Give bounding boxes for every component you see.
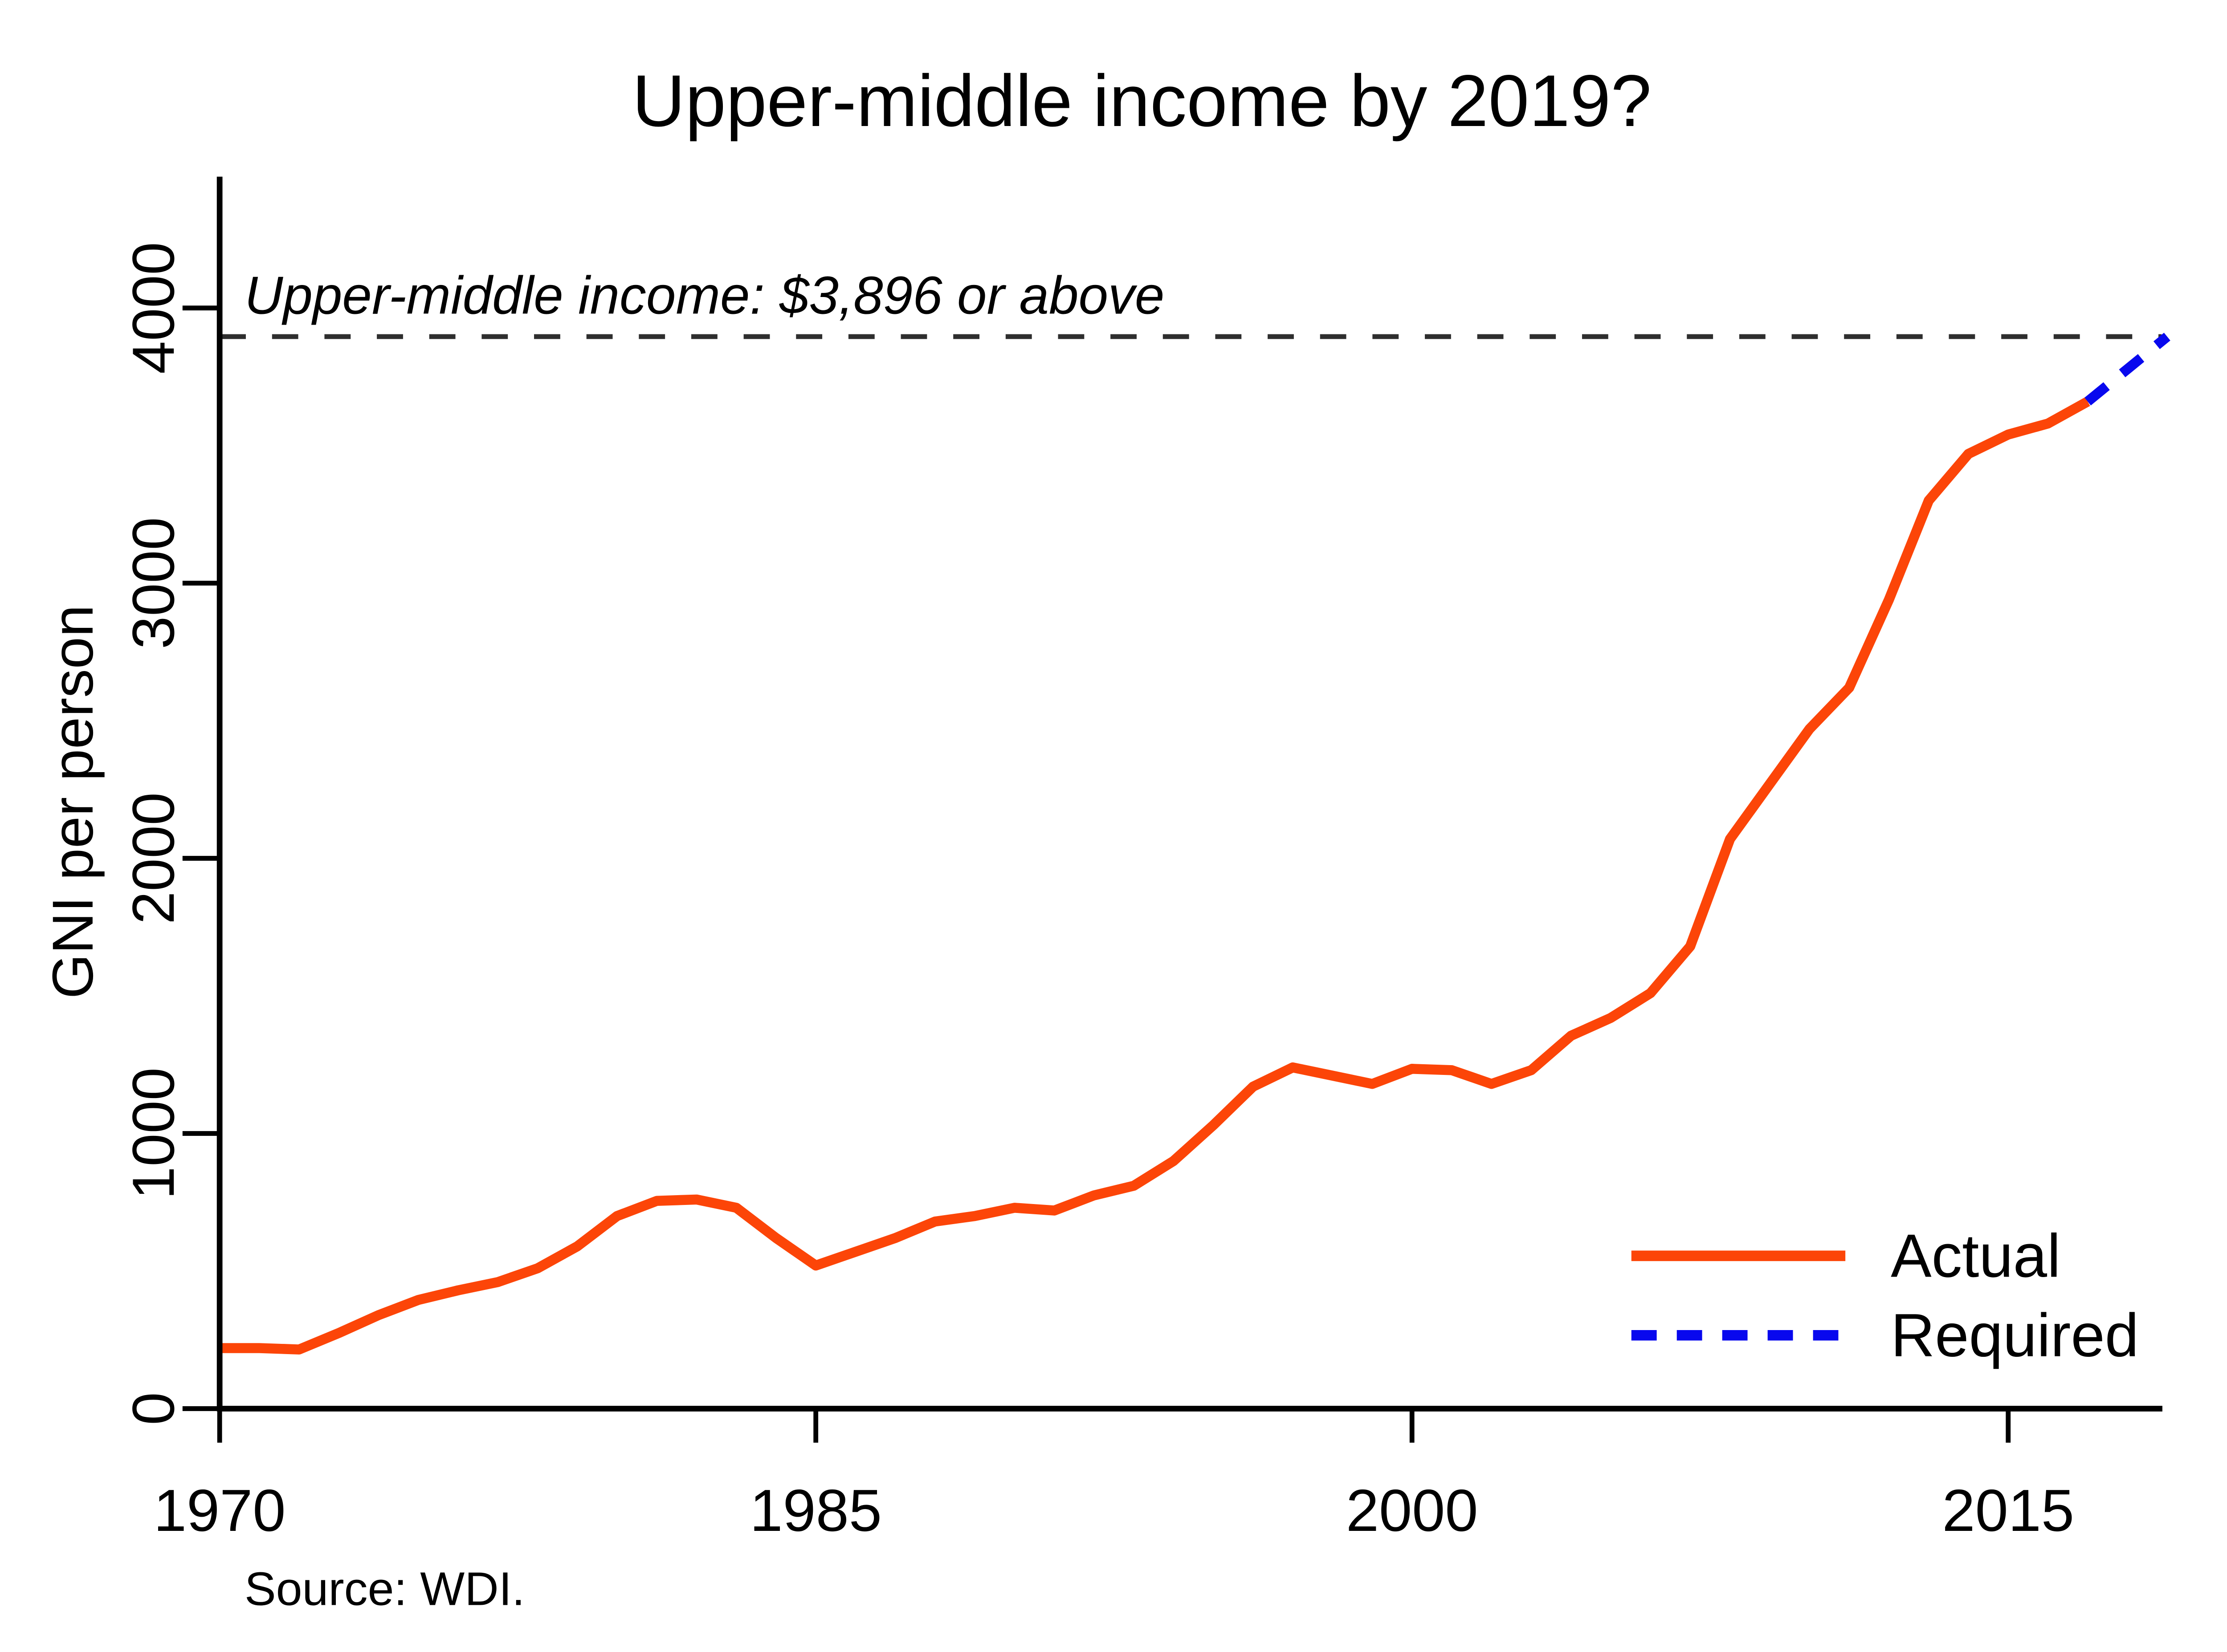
legend-label-actual: Actual <box>1891 1222 2060 1290</box>
source-note: Source: WDI. <box>245 1563 525 1615</box>
y-tick-label: 4000 <box>120 242 187 374</box>
gni-line-chart: Upper-middle income by 2019? Upper-middl… <box>0 16 2227 1636</box>
y-tick-label: 3000 <box>120 517 187 650</box>
y-axis-title: GNI per person <box>41 605 105 999</box>
y-tick-label: 1000 <box>120 1068 187 1200</box>
plot-area: 1970 1985 2000 2015 0 1000 2000 3000 4000 <box>120 242 2170 1544</box>
series-required <box>2084 333 2170 406</box>
x-tick-label: 2015 <box>1942 1477 2074 1544</box>
x-tick-label: 1970 <box>154 1477 286 1544</box>
y-tick-label: 0 <box>120 1392 187 1425</box>
chart-title: Upper-middle income by 2019? <box>632 60 1652 142</box>
series-actual <box>220 397 2090 1355</box>
x-tick-label: 2000 <box>1346 1477 1478 1544</box>
legend-label-required: Required <box>1891 1302 2139 1370</box>
x-tick-label: 1985 <box>750 1477 882 1544</box>
threshold-annotation: Upper-middle income: $3,896 or above <box>245 266 1164 326</box>
y-tick-label: 2000 <box>120 793 187 925</box>
legend: Actual Required <box>1631 1222 2139 1370</box>
